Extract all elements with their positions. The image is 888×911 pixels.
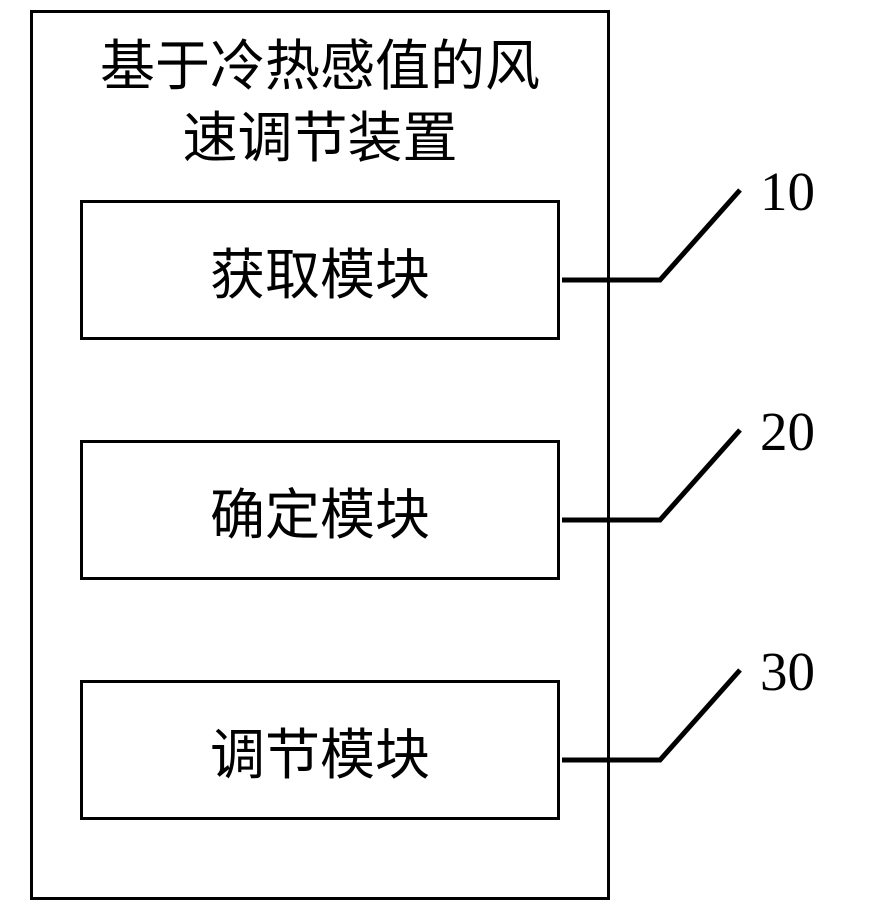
ref-number-determine: 20: [760, 400, 815, 463]
leader-adjust: [562, 670, 740, 760]
leader-determine: [562, 430, 740, 520]
ref-number-acquire: 10: [760, 160, 815, 223]
leader-lines-svg: [0, 0, 888, 911]
leader-acquire: [562, 190, 740, 280]
ref-number-adjust: 30: [760, 640, 815, 703]
